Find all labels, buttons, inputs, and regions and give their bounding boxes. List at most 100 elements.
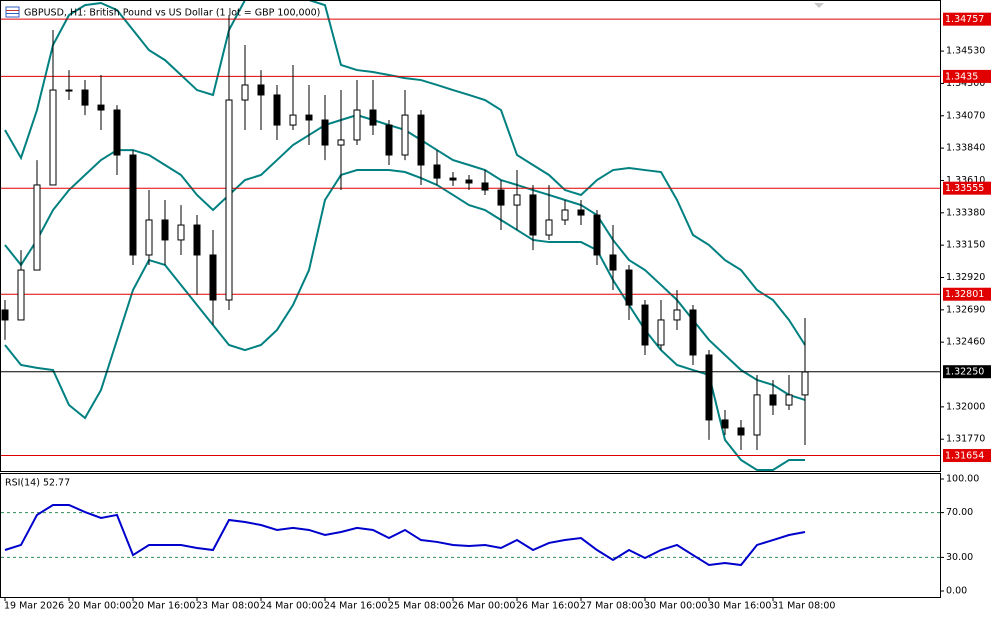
- x-tick-label: 24 Mar 16:00: [324, 601, 387, 612]
- x-tick-label: 30 Mar 00:00: [644, 601, 707, 612]
- rsi-y-tick-label: 70.00: [946, 507, 973, 518]
- x-tick-label: 19 Mar 2026: [4, 601, 64, 612]
- y-tick-label: 1.31770: [946, 434, 985, 445]
- candle-body: [289, 114, 297, 126]
- candle-body: [513, 194, 521, 206]
- level-label-box: [943, 69, 991, 83]
- level-label-box: [943, 12, 991, 26]
- candle-body: [177, 224, 185, 241]
- candle-body: [401, 114, 409, 156]
- candle-body: [225, 99, 233, 301]
- indicator-label: RSI(14) 52.77: [5, 478, 70, 489]
- candle-body: [785, 394, 793, 406]
- level-label-box: [943, 181, 991, 195]
- y-tick-label: 1.33380: [946, 207, 985, 218]
- current-price-box: [943, 365, 991, 379]
- candle-body: [673, 309, 681, 321]
- candle-body: [433, 164, 441, 179]
- candle-body: [577, 209, 585, 216]
- lower-band: [4, 169, 805, 471]
- candle-body: [753, 394, 761, 436]
- candle-body: [545, 219, 553, 236]
- shift-marker: [814, 3, 824, 8]
- price-panel-frame: [0, 0, 941, 472]
- candle-body: [737, 427, 745, 436]
- rsi-y-tick-label: 30.00: [946, 552, 973, 563]
- level-label: 1.34757: [945, 14, 984, 25]
- level-label: 1.3435: [945, 71, 978, 82]
- symbol-icon: [5, 6, 20, 18]
- x-tick-label: 30 Mar 16:00: [708, 601, 771, 612]
- candle-body: [321, 119, 329, 146]
- rsi-line: [4, 503, 806, 567]
- candle-body: [801, 371, 809, 396]
- candle-body: [353, 109, 361, 141]
- x-tick-label: 24 Mar 00:00: [260, 601, 323, 612]
- candle-body: [33, 184, 41, 271]
- candle-body: [113, 109, 121, 156]
- level-label: 1.32801: [945, 289, 984, 300]
- candle-body: [145, 219, 153, 256]
- candle-body: [305, 114, 313, 121]
- rsi-panel-frame: [0, 473, 941, 598]
- x-tick-label: 31 Mar 08:00: [772, 601, 835, 612]
- candle-body: [161, 219, 169, 241]
- y-tick-label: 1.33840: [946, 143, 985, 154]
- candle-body: [273, 94, 281, 126]
- y-tick-label: 1.32920: [946, 272, 985, 283]
- candle-body: [561, 209, 569, 221]
- candle-body: [65, 89, 73, 92]
- x-tick-label: 23 Mar 08:00: [196, 601, 259, 612]
- candle-body: [593, 214, 601, 256]
- candle-body: [465, 179, 473, 184]
- x-tick-label: 26 Mar 00:00: [452, 601, 515, 612]
- candle-body: [481, 182, 489, 191]
- candle-body: [769, 394, 777, 406]
- candle-body: [385, 124, 393, 156]
- y-tick-label: 1.32460: [946, 337, 985, 348]
- x-tick-label: 20 Mar 00:00: [68, 601, 131, 612]
- candle-body: [129, 154, 137, 256]
- x-tick-label: 27 Mar 08:00: [580, 601, 643, 612]
- candle-body: [209, 254, 217, 301]
- candle-body: [1, 309, 9, 321]
- y-tick-label: 1.34300: [946, 78, 985, 89]
- candle-body: [705, 354, 713, 421]
- upper-band: [4, 1, 806, 346]
- candle-body: [721, 419, 729, 429]
- candle-body: [689, 309, 697, 356]
- level-label-box: [943, 287, 991, 301]
- x-tick-label: 26 Mar 16:00: [516, 601, 579, 612]
- level-label: 1.33555: [945, 183, 984, 194]
- candle-body: [529, 194, 537, 236]
- x-tick-label: 25 Mar 08:00: [388, 601, 451, 612]
- x-tick-label: 20 Mar 16:00: [132, 601, 195, 612]
- y-tick-label: 1.32000: [946, 401, 985, 412]
- candle-body: [625, 269, 633, 306]
- candle-body: [337, 139, 345, 146]
- y-tick-label: 1.33150: [946, 240, 985, 251]
- current-price-label: 1.32250: [945, 367, 984, 378]
- rsi-y-tick-label: 0.00: [946, 586, 967, 597]
- candle-body: [657, 319, 665, 346]
- level-label: 1.31654: [945, 451, 984, 462]
- candle-body: [609, 254, 617, 271]
- candle-body: [81, 89, 89, 106]
- candle-body: [49, 89, 57, 186]
- candle-body: [241, 84, 249, 101]
- chart-title: GBPUSD, H1: British Pound vs US Dollar (…: [24, 8, 320, 19]
- candle-body: [449, 177, 457, 181]
- candle-body: [369, 109, 377, 126]
- level-label-box: [943, 449, 991, 463]
- candle-body: [497, 189, 505, 206]
- y-tick-label: 1.33610: [946, 175, 985, 186]
- y-tick-label: 1.34530: [946, 46, 985, 57]
- candle-body: [641, 304, 649, 346]
- y-tick-label: 1.32690: [946, 304, 985, 315]
- candle-body: [257, 84, 265, 96]
- y-tick-label: 1.34070: [946, 110, 985, 121]
- candle-body: [17, 269, 25, 321]
